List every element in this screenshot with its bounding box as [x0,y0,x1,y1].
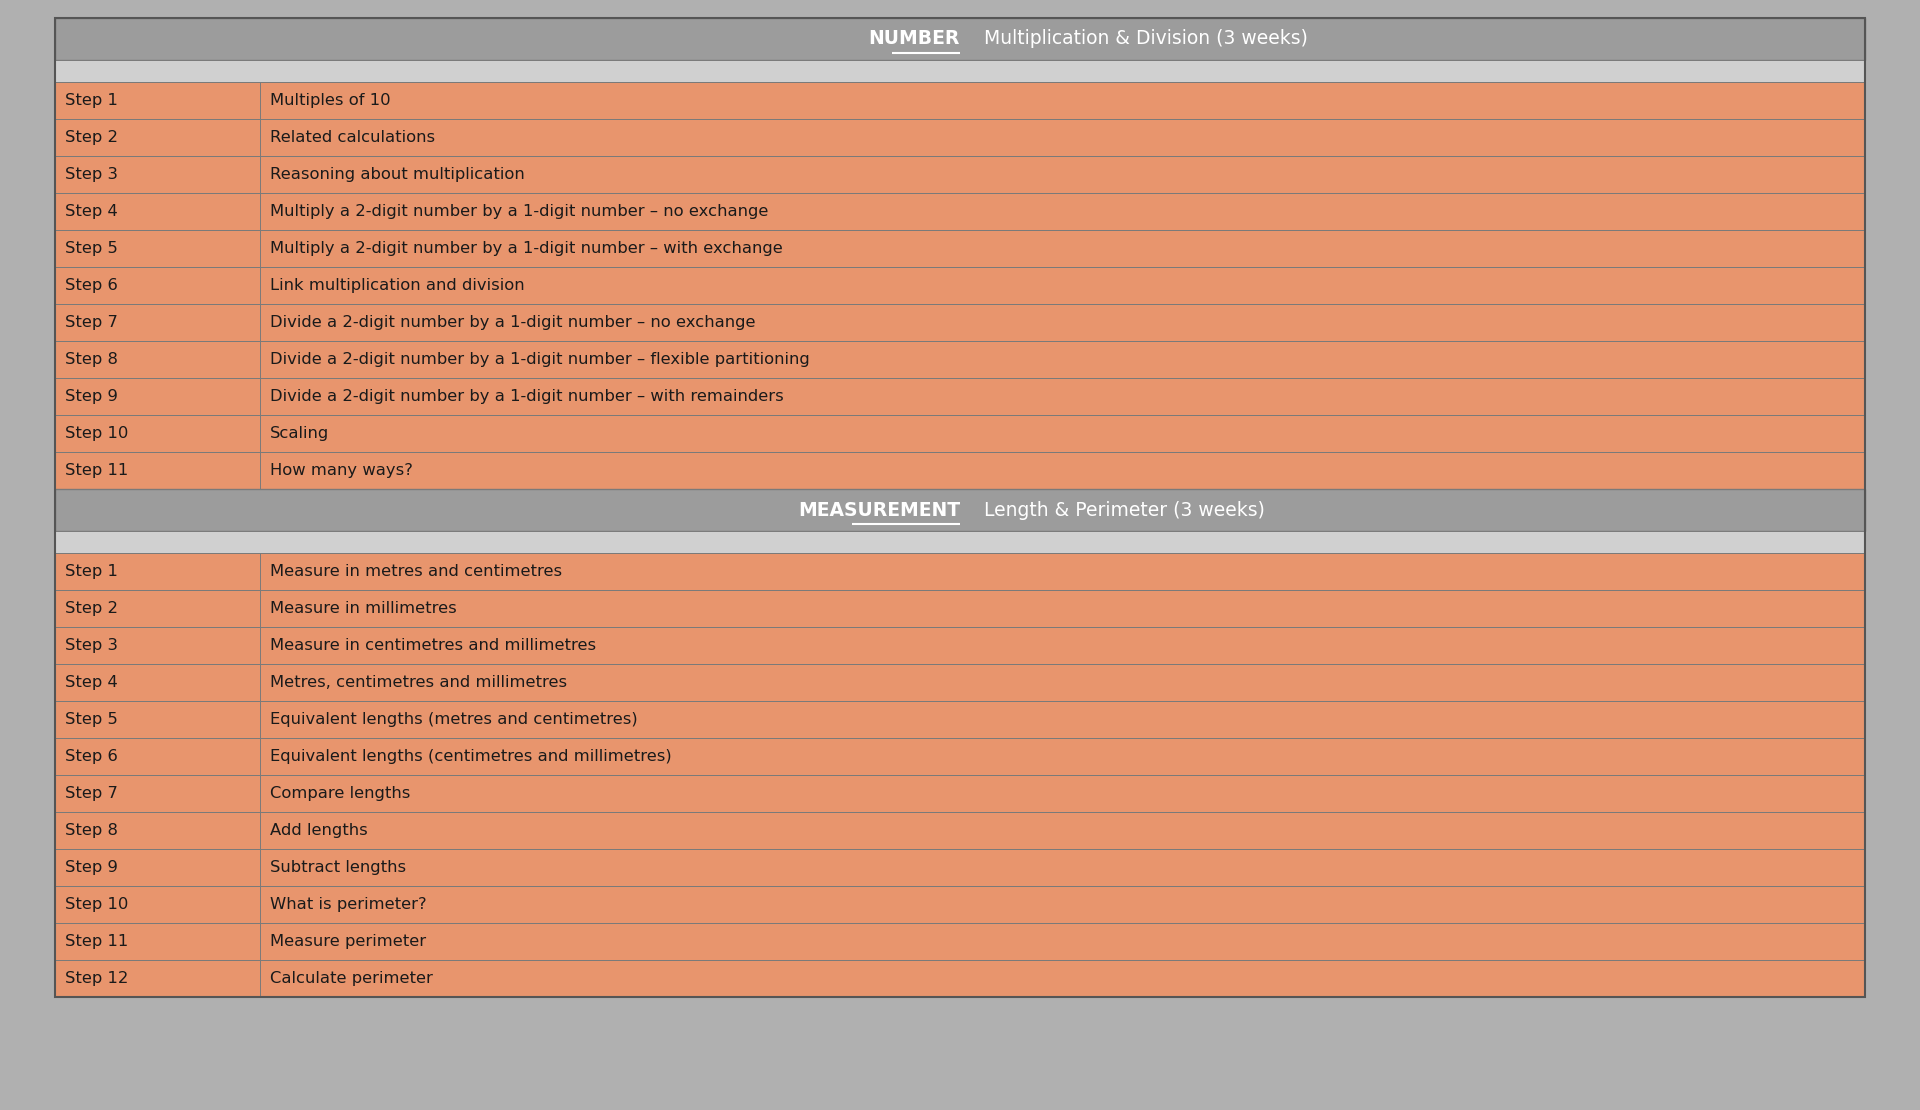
Text: Step 2: Step 2 [65,130,117,145]
Text: Step 6: Step 6 [65,278,117,293]
Text: MEASUREMENT: MEASUREMENT [799,501,960,519]
Text: Step 2: Step 2 [65,601,117,616]
Bar [56,702,1864,738]
Text: Scaling: Scaling [271,426,328,441]
Text: Divide a 2-digit number by a 1-digit number – no exchange: Divide a 2-digit number by a 1-digit num… [271,315,755,330]
Text: What is perimeter?: What is perimeter? [271,897,426,912]
Text: Step 5: Step 5 [65,712,117,727]
Bar [56,813,1864,849]
Bar [56,379,1864,415]
Text: Step 7: Step 7 [65,786,117,801]
Text: Related calculations: Related calculations [271,130,436,145]
Bar [56,849,1864,886]
Text: Step 10: Step 10 [65,897,129,912]
Text: Subtract lengths: Subtract lengths [271,860,407,875]
Text: Step 8: Step 8 [65,352,117,367]
Bar [56,18,1864,997]
Text: Measure in metres and centimetres: Measure in metres and centimetres [271,564,563,579]
Bar [56,415,1864,452]
Text: NUMBER: NUMBER [868,30,960,49]
Text: Step 9: Step 9 [65,388,117,404]
Text: Step 8: Step 8 [65,823,117,838]
Bar [56,268,1864,304]
Text: Divide a 2-digit number by a 1-digit number – with remainders: Divide a 2-digit number by a 1-digit num… [271,388,783,404]
Text: Step 3: Step 3 [65,166,117,182]
Bar [56,960,1864,997]
Bar [56,553,1864,591]
Text: Step 1: Step 1 [65,564,117,579]
Bar [56,924,1864,960]
Text: Link multiplication and division: Link multiplication and division [271,278,524,293]
Text: Step 9: Step 9 [65,860,117,875]
Text: Step 11: Step 11 [65,934,129,949]
Bar [56,886,1864,924]
Bar [56,304,1864,341]
Text: Step 4: Step 4 [65,204,117,219]
Text: Step 4: Step 4 [65,675,117,690]
Bar [56,452,1864,490]
Text: Reasoning about multiplication: Reasoning about multiplication [271,166,524,182]
Bar [56,738,1864,775]
Bar [56,18,1864,997]
Text: Measure in centimetres and millimetres: Measure in centimetres and millimetres [271,638,595,653]
Bar [56,490,1864,531]
Text: Multiples of 10: Multiples of 10 [271,93,390,108]
Text: Divide a 2-digit number by a 1-digit number – flexible partitioning: Divide a 2-digit number by a 1-digit num… [271,352,810,367]
Text: Length & Perimeter (3 weeks): Length & Perimeter (3 weeks) [960,501,1265,519]
Bar [56,193,1864,230]
Text: Metres, centimetres and millimetres: Metres, centimetres and millimetres [271,675,566,690]
Bar [56,119,1864,157]
Text: Add lengths: Add lengths [271,823,369,838]
Text: Step 6: Step 6 [65,749,117,764]
Text: Multiply a 2-digit number by a 1-digit number – no exchange: Multiply a 2-digit number by a 1-digit n… [271,204,768,219]
Text: Equivalent lengths (metres and centimetres): Equivalent lengths (metres and centimetr… [271,712,637,727]
Text: Calculate perimeter: Calculate perimeter [271,971,432,986]
Text: Step 1: Step 1 [65,93,117,108]
Text: Step 7: Step 7 [65,315,117,330]
Bar [56,18,1864,60]
Text: Equivalent lengths (centimetres and millimetres): Equivalent lengths (centimetres and mill… [271,749,672,764]
Bar [56,627,1864,664]
Text: Step 12: Step 12 [65,971,129,986]
Bar [56,775,1864,813]
Text: Multiply a 2-digit number by a 1-digit number – with exchange: Multiply a 2-digit number by a 1-digit n… [271,241,783,256]
Bar [56,157,1864,193]
Bar [56,664,1864,702]
Bar [56,591,1864,627]
Text: Compare lengths: Compare lengths [271,786,411,801]
Text: How many ways?: How many ways? [271,463,413,478]
Text: Measure perimeter: Measure perimeter [271,934,426,949]
Bar [56,230,1864,268]
Bar [56,60,1864,82]
Text: Step 3: Step 3 [65,638,117,653]
Text: Measure in millimetres: Measure in millimetres [271,601,457,616]
Text: Step 5: Step 5 [65,241,117,256]
Text: Multiplication & Division (3 weeks): Multiplication & Division (3 weeks) [960,30,1308,49]
Bar [56,531,1864,553]
Bar [56,341,1864,379]
Text: Step 10: Step 10 [65,426,129,441]
Bar [56,82,1864,119]
Text: Step 11: Step 11 [65,463,129,478]
